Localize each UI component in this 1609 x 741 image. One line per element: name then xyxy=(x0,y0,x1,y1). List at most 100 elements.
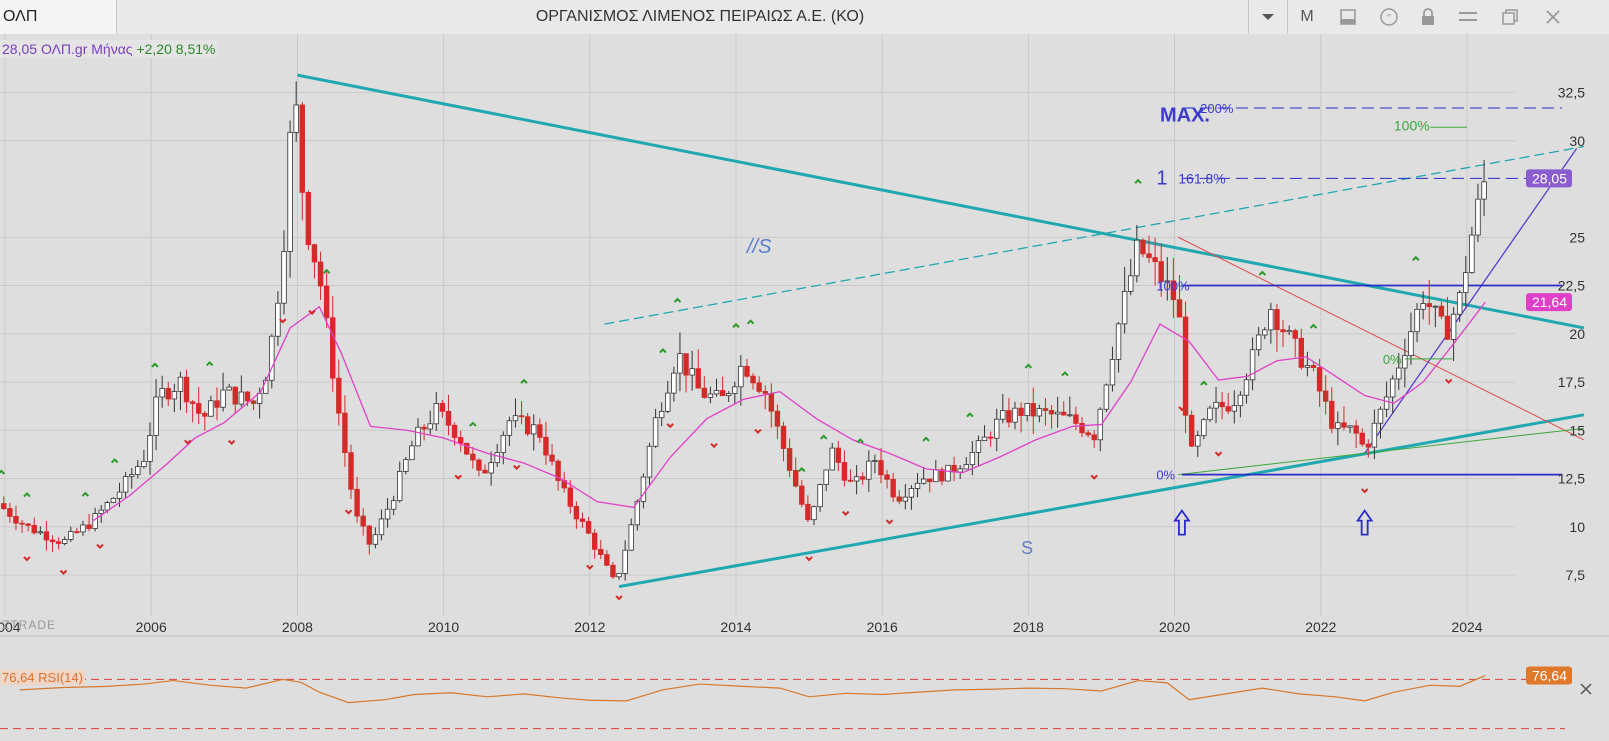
candle-body xyxy=(750,375,756,384)
candle-body xyxy=(55,541,62,544)
candle-body xyxy=(287,132,293,252)
candle-body xyxy=(567,487,574,507)
quote-icon[interactable]: ” xyxy=(1376,0,1402,34)
candle-body xyxy=(671,372,677,394)
pivot-high-marker xyxy=(1061,371,1069,377)
candle-body xyxy=(1219,401,1225,408)
ma-price-tag: 21,64 xyxy=(1532,294,1567,310)
candle-body xyxy=(1280,329,1286,333)
pivot-low-marker xyxy=(1178,406,1186,412)
candle-body xyxy=(1383,396,1390,410)
y-tick-label: 17,5 xyxy=(1558,374,1585,390)
candle-body xyxy=(202,412,208,417)
green-0-label: 0% xyxy=(1383,352,1402,367)
candle-body xyxy=(1456,292,1463,315)
candle-body xyxy=(1042,408,1049,411)
window-title: ΟΡΓΑΝΙΣΜΟΣ ΛΙΜΕΝΟΣ ΠΕΙΡΑΙΩΣ Α.Ε. (ΚΟ) xyxy=(535,8,865,25)
close-icon[interactable] xyxy=(1540,0,1566,34)
candle-body xyxy=(1444,315,1451,340)
candle-body xyxy=(1115,323,1122,360)
candle-body xyxy=(945,464,951,482)
candle-body xyxy=(994,418,1000,439)
candle-body xyxy=(214,400,220,408)
chevron-down-icon[interactable] xyxy=(1248,0,1288,34)
candle-body xyxy=(1469,234,1475,273)
candle-body xyxy=(1170,280,1177,301)
x-tick-label: 2010 xyxy=(428,619,459,635)
lock-icon[interactable] xyxy=(1415,0,1441,34)
candle-body xyxy=(220,389,226,408)
pivot-high-marker xyxy=(673,297,682,303)
pivot-high-marker xyxy=(205,361,214,367)
green-trendline xyxy=(1178,427,1585,476)
candle-body xyxy=(232,386,238,405)
restore-icon[interactable] xyxy=(1497,0,1523,34)
pivot-high-marker xyxy=(1258,270,1267,276)
x-tick-label: 2018 xyxy=(1013,619,1044,635)
menu-icon[interactable] xyxy=(1455,0,1481,34)
pivot-low-marker xyxy=(885,519,894,525)
candle-body xyxy=(7,508,13,517)
candle-body xyxy=(336,377,342,414)
candle-body xyxy=(591,532,598,550)
pivot-low-marker xyxy=(805,556,813,562)
pivot-low-marker xyxy=(710,442,718,449)
candle-body xyxy=(1310,365,1317,368)
panel-icon[interactable] xyxy=(1335,0,1361,34)
candle-body xyxy=(305,192,312,246)
fib-200-label: 200% xyxy=(1200,101,1234,116)
candle-body xyxy=(159,388,165,398)
pivot-high-marker xyxy=(659,348,667,354)
candle-body xyxy=(1237,394,1244,407)
symbol-tab[interactable]: ΟΛΠ xyxy=(0,0,117,34)
trendline-thin-purple xyxy=(1364,148,1578,454)
candle-body xyxy=(1335,422,1341,429)
candle-body xyxy=(920,478,927,484)
candle-body xyxy=(1481,181,1487,200)
candle-body xyxy=(421,426,427,430)
candle-body xyxy=(896,496,902,502)
candle-body xyxy=(61,539,68,544)
rsi-panel: 76,64 xyxy=(0,666,1592,730)
candle-body xyxy=(1371,422,1378,448)
candle-body xyxy=(1036,408,1043,417)
candle-body xyxy=(914,482,921,489)
candle-body xyxy=(1103,384,1110,410)
candle-body xyxy=(269,335,275,381)
candle-body xyxy=(1134,239,1140,277)
max-label: MAX. xyxy=(1160,105,1210,127)
period-button[interactable]: M xyxy=(1300,8,1314,25)
candle-body xyxy=(1475,198,1481,236)
candle-body xyxy=(658,410,665,419)
x-tick-label: 2012 xyxy=(574,619,605,635)
pivot-low-marker xyxy=(1214,451,1223,457)
price-chart[interactable]: 76,64 MAX.200% 1 161.8% 100% 100% 0% 0% //S S 28,… xyxy=(0,34,1609,741)
candle-body xyxy=(707,393,714,398)
pivot-high-marker xyxy=(966,412,974,418)
candle-body xyxy=(141,461,147,467)
svg-text:”: ” xyxy=(1386,13,1391,24)
candle-body xyxy=(488,462,494,474)
candle-body xyxy=(665,392,671,412)
brand-watermark: ZTRADE xyxy=(2,618,56,632)
candle-body xyxy=(1255,334,1262,351)
candle-body xyxy=(884,474,890,480)
candle-body xyxy=(853,476,860,482)
candle-body xyxy=(1414,308,1420,333)
candle-body xyxy=(762,391,768,394)
candle-body xyxy=(354,488,360,517)
legend-change: +2,20 8,51% xyxy=(136,41,216,57)
candle-body xyxy=(1420,303,1426,310)
candle-body xyxy=(847,479,854,482)
candle-body xyxy=(372,534,379,545)
candle-body xyxy=(49,539,56,543)
candle-body xyxy=(366,525,372,545)
candle-body xyxy=(43,531,50,541)
candle-body xyxy=(1061,411,1067,416)
candle-body xyxy=(878,460,884,476)
rsi-line xyxy=(19,674,1486,704)
last-price-tag-bg xyxy=(1526,169,1572,188)
candle-body xyxy=(622,549,628,574)
candle-body xyxy=(390,500,397,510)
candle-body xyxy=(1030,403,1036,417)
